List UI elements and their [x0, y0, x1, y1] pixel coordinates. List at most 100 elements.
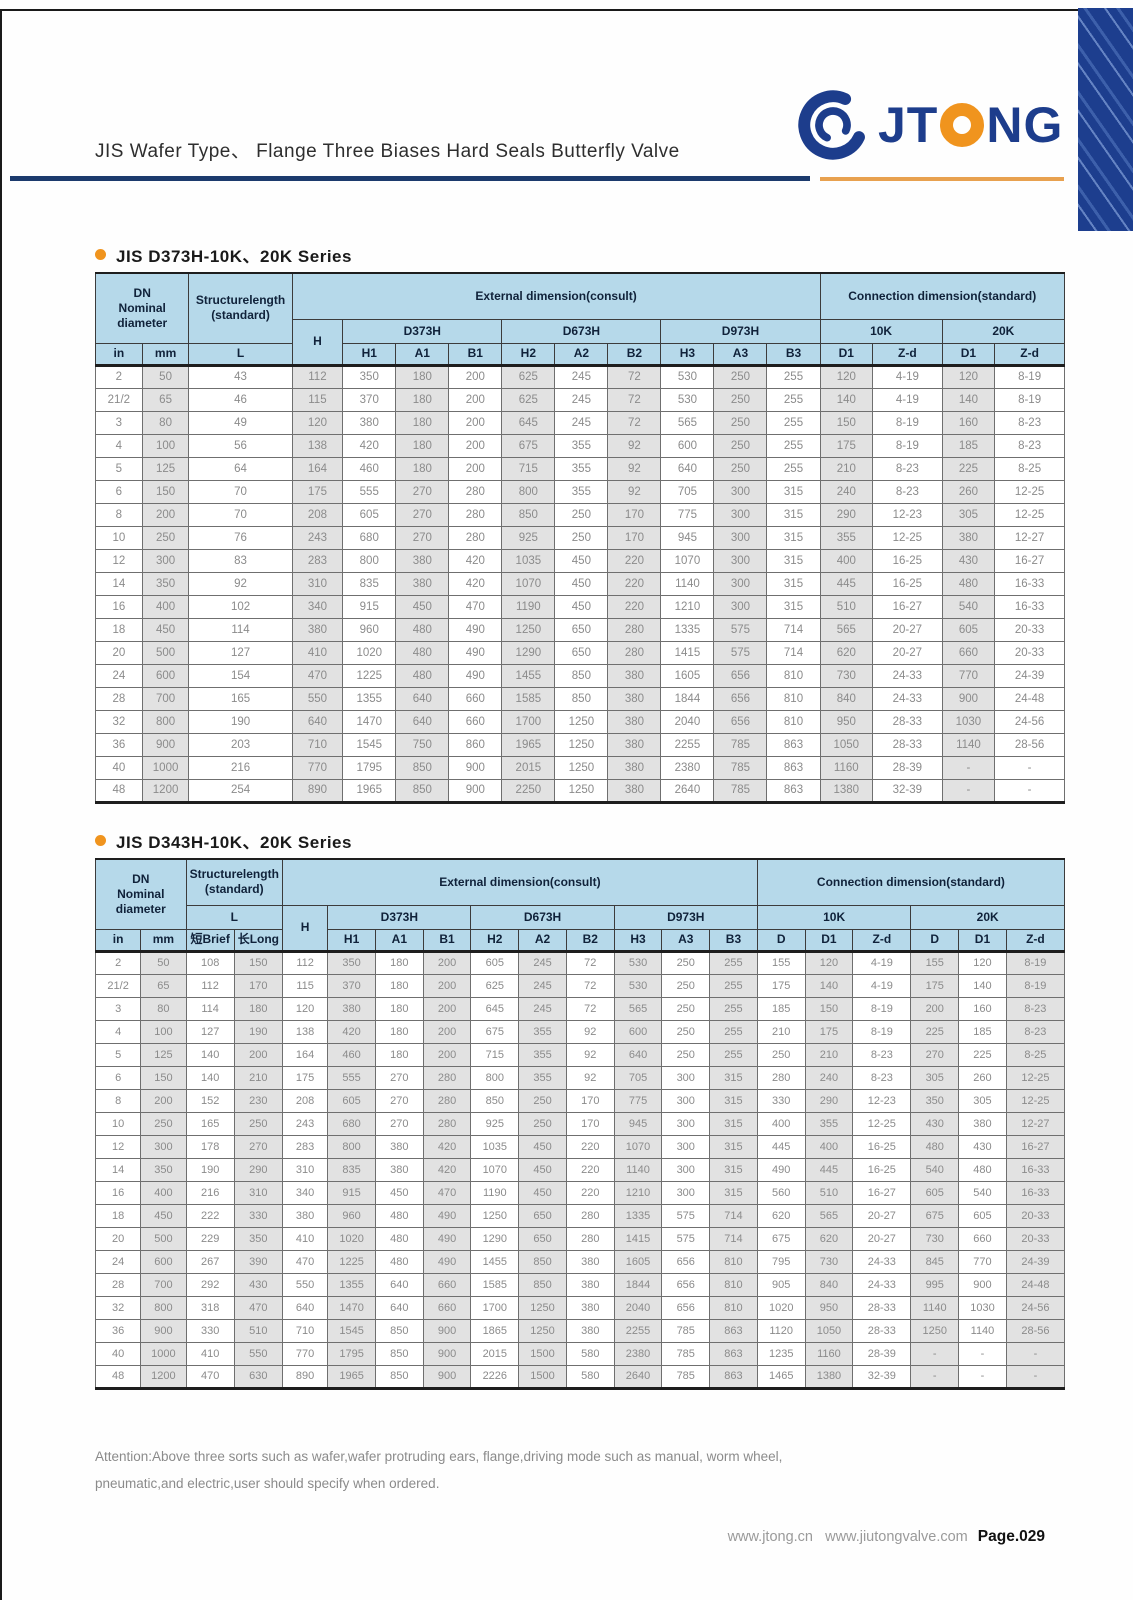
table-cell: 190	[233, 1019, 283, 1044]
table-cell: 490	[448, 617, 503, 642]
table-cell: 283	[281, 1134, 329, 1159]
table-cell: 565	[804, 1203, 854, 1228]
table-row: 40 1000 216 770 1795 850 900 2015 1250 380 2380 785…	[95, 755, 1065, 780]
table-cell: 410	[185, 1341, 235, 1366]
table-cell: 656	[713, 686, 768, 711]
table-cell: 8-23	[1005, 1019, 1066, 1044]
table-cell: 310	[281, 1157, 329, 1182]
table-cell: 810	[766, 709, 821, 734]
table-cell: 2255	[613, 1318, 663, 1343]
table-cell: 2015	[470, 1341, 520, 1366]
table-cell: 24-39	[994, 663, 1065, 688]
table-cell: 680	[327, 1111, 376, 1136]
table-cell: 1415	[660, 640, 715, 665]
table-cell: 8-23	[872, 479, 943, 504]
table-cell: 20-27	[872, 640, 943, 665]
table-cell: 355	[554, 433, 609, 458]
table-cell: 800	[140, 1295, 187, 1320]
table-cell: 250	[713, 364, 768, 389]
table-row: 8 200 152 230 208 605 270 280 850 250 170 775 300 315…	[94, 1088, 1066, 1113]
table-cell: 315	[766, 502, 821, 527]
col-header-h1: H1	[342, 342, 397, 366]
table-cell: 12-27	[994, 525, 1065, 550]
table-cell: 175	[281, 1065, 329, 1090]
table-cell: 863	[709, 1318, 758, 1343]
table-cell: 945	[660, 525, 715, 550]
col-header-b1: B1	[422, 928, 472, 952]
table-cell: 810	[766, 686, 821, 711]
table-cell: -	[1005, 1364, 1066, 1389]
table-cell: 315	[709, 1134, 758, 1159]
table-cell: 950	[819, 709, 874, 734]
table-cell: 705	[613, 1065, 663, 1090]
table-cell: 10	[94, 1111, 142, 1136]
table-cell: 112	[291, 364, 344, 389]
table-cell: 1140	[613, 1157, 663, 1182]
table-cell: 150	[141, 479, 190, 504]
table-cell: 480	[395, 617, 450, 642]
table-cell: 470	[233, 1295, 283, 1320]
table-cell: 714	[709, 1226, 758, 1251]
table-cell: 200	[422, 1042, 472, 1067]
table-cell: 254	[188, 778, 293, 803]
table-cell: 20-33	[1005, 1203, 1066, 1228]
table-cell: 3	[94, 996, 142, 1021]
table-cell: 350	[141, 571, 190, 596]
table-cell: 656	[713, 709, 768, 734]
table-cell: 580	[565, 1364, 615, 1389]
table-cell: 530	[613, 973, 663, 998]
table-cell: 420	[448, 548, 503, 573]
table-cell: 1545	[342, 732, 397, 757]
table-cell: 46	[188, 387, 293, 412]
table-cell: -	[994, 755, 1065, 780]
table-row: 4 100 56 138 420 180 200 675 355 92 600 250 255 175 8-…	[95, 433, 1065, 458]
table-cell: 280	[422, 1111, 472, 1136]
table-cell: 255	[709, 996, 758, 1021]
table-cell: 16-27	[852, 1180, 912, 1205]
table-cell: 775	[613, 1088, 663, 1113]
table-cell: -	[910, 1364, 960, 1389]
table-cell: 290	[233, 1157, 283, 1182]
table-cell: 1030	[958, 1295, 1007, 1320]
table-cell: 12-23	[872, 502, 943, 527]
table-cell: 56	[188, 433, 293, 458]
table-cell: 450	[518, 1134, 567, 1159]
table-cell: 200	[233, 1042, 283, 1067]
table-cell: 945	[613, 1111, 663, 1136]
table-cell: 12-25	[872, 525, 943, 550]
table-cell: 1250	[470, 1203, 520, 1228]
col-header-structurelength: Structurelength (standard)	[185, 858, 283, 906]
col-header-h1: H1	[327, 928, 376, 952]
table-cell: 925	[470, 1111, 520, 1136]
table-cell: 250	[756, 1042, 806, 1067]
table-cell: 380	[958, 1111, 1007, 1136]
table-cell: 445	[804, 1157, 854, 1182]
table-cell: 200	[422, 950, 472, 975]
table-cell: 380	[941, 525, 996, 550]
table-cell: 340	[281, 1180, 329, 1205]
section-title-d373h: JIS D373H-10K、20K Series	[95, 242, 1133, 267]
table-cell: 140	[185, 1042, 235, 1067]
table-cell: 640	[613, 1042, 663, 1067]
table-cell: 16-33	[1005, 1157, 1066, 1182]
table-cell: 175	[291, 479, 344, 504]
table-cell: 3	[95, 410, 143, 435]
table-cell: 1200	[141, 778, 190, 803]
table-cell: 770	[941, 663, 996, 688]
col-header-in: in	[94, 928, 142, 952]
table-cell: 380	[281, 1203, 329, 1228]
table-cell: 150	[804, 996, 854, 1021]
table-cell: 216	[188, 755, 293, 780]
table-row: 21/2 65 112 170 115 370 180 200 625 245 72 530 250 25…	[94, 973, 1066, 998]
table-cell: 1290	[470, 1226, 520, 1251]
table-cell: 890	[291, 778, 344, 803]
table-cell: 330	[756, 1088, 806, 1113]
table-cell: 1965	[501, 732, 556, 757]
table-cell: 960	[342, 617, 397, 642]
table-cell: 305	[958, 1088, 1007, 1113]
col-header-a2: A2	[518, 928, 567, 952]
table-row: 14 350 190 290 310 835 380 420 1070 450 220 1140 300…	[94, 1157, 1066, 1182]
table-cell: 835	[327, 1157, 376, 1182]
table-row: 18 450 222 330 380 960 480 490 1250 650 280 1335 575…	[94, 1203, 1066, 1228]
table-cell: 155	[756, 950, 806, 975]
